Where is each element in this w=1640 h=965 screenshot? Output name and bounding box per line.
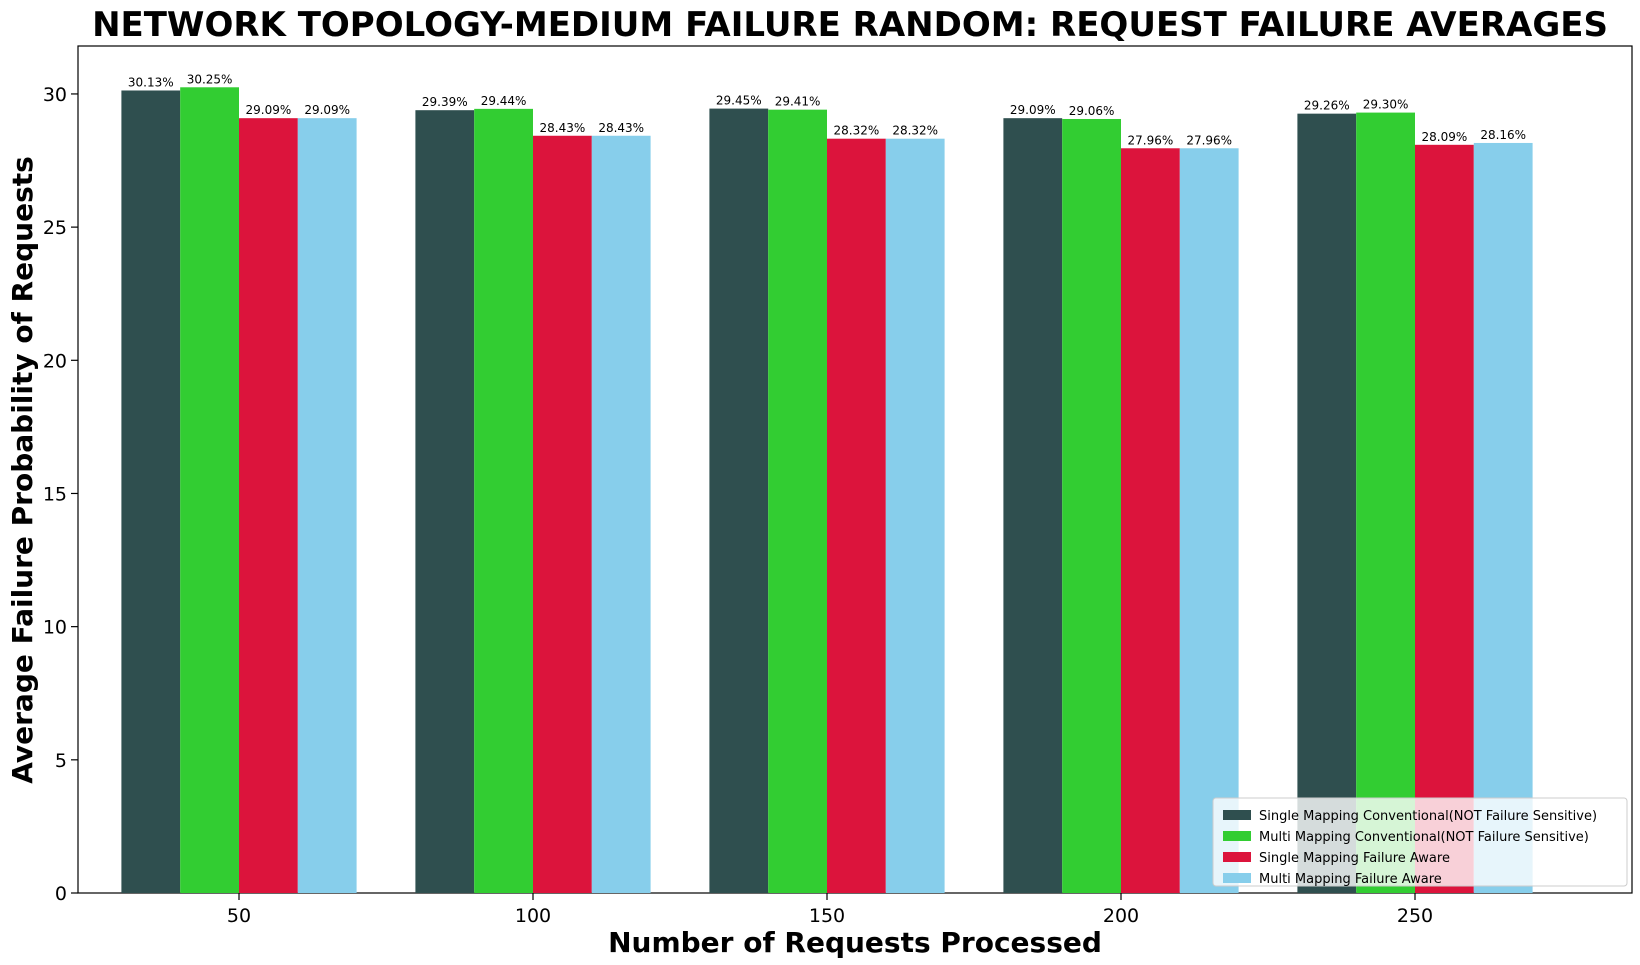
legend-entry-label: Single Mapping Conventional(NOT Failure … — [1259, 809, 1597, 824]
bar-150-series-1 — [709, 108, 769, 893]
data-labels-layer: 30.13% 29.39% 29.45% 29.09% 29.26% 30.25% 29.4… — [128, 72, 1526, 147]
bars-layer — [121, 87, 1533, 894]
bar-200-series-2 — [1062, 118, 1121, 893]
bar-50-series-2 — [180, 87, 239, 893]
data-label: 28.43% — [598, 121, 644, 135]
data-label: 28.32% — [892, 124, 938, 138]
y-tick-label: 10 — [43, 617, 67, 639]
x-tick-label: 100 — [515, 905, 551, 927]
legend-entry-label: Multi Mapping Failure Aware — [1259, 872, 1442, 887]
data-label: 29.30% — [1363, 98, 1409, 112]
legend-swatch — [1223, 810, 1251, 820]
data-label: 28.16% — [1480, 128, 1526, 142]
bar-250-series-4 — [1473, 142, 1533, 893]
chart-title: NETWORK TOPOLOGY-MEDIUM FAILURE RANDOM: … — [92, 5, 1608, 45]
data-label: 29.39% — [422, 95, 468, 109]
y-tick-label: 30 — [43, 84, 67, 106]
y-tick-label: 20 — [43, 350, 67, 372]
bar-50-series-3 — [239, 118, 298, 893]
data-label: 30.13% — [128, 75, 174, 89]
bar-250-series-2 — [1356, 112, 1415, 893]
data-label: 29.45% — [716, 94, 762, 108]
x-tick-label: 250 — [1397, 905, 1433, 927]
bar-150-series-2 — [768, 109, 827, 893]
x-tick-label: 200 — [1103, 905, 1139, 927]
data-label: 28.43% — [540, 121, 586, 135]
x-axis-label: Number of Requests Processed — [608, 926, 1102, 959]
bar-50-series-1 — [121, 90, 181, 893]
data-label: 27.96% — [1186, 133, 1232, 147]
bar-250-series-1 — [1297, 113, 1357, 894]
legend-swatch — [1223, 852, 1251, 862]
data-label: 28.32% — [834, 124, 880, 138]
x-tick-label: 50 — [227, 905, 251, 927]
bar-200-series-4 — [1179, 148, 1239, 894]
legend-entry-label: Single Mapping Failure Aware — [1259, 851, 1450, 866]
y-tick-label: 25 — [43, 217, 67, 239]
y-tick-label: 15 — [43, 483, 67, 505]
x-axis: 50 100 150 200 250 — [227, 893, 1433, 927]
y-tick-label: 5 — [55, 750, 67, 772]
x-tick-label: 150 — [809, 905, 845, 927]
bar-150-series-4 — [885, 138, 945, 894]
bar-100-series-1 — [415, 110, 475, 894]
data-label: 29.09% — [1010, 103, 1056, 117]
data-label: 29.44% — [481, 94, 527, 108]
legend-swatch — [1223, 831, 1251, 841]
y-tick-label: 0 — [55, 883, 67, 905]
bar-250-series-3 — [1415, 144, 1474, 894]
data-label: 29.09% — [246, 103, 292, 117]
data-label: 27.96% — [1128, 133, 1174, 147]
bar-50-series-4 — [297, 118, 357, 893]
bar-200-series-1 — [1003, 118, 1063, 893]
data-label: 28.09% — [1422, 130, 1468, 144]
data-label: 29.26% — [1304, 99, 1350, 113]
bar-200-series-3 — [1121, 148, 1180, 894]
bar-150-series-3 — [827, 138, 886, 894]
legend-entry-label: Multi Mapping Conventional(NOT Failure S… — [1259, 830, 1589, 845]
legend-box — [1212, 797, 1628, 887]
bar-100-series-3 — [533, 135, 592, 894]
data-label: 29.41% — [775, 95, 821, 109]
data-label: 30.25% — [187, 72, 233, 86]
y-axis-label: Average Failure Probability of Requests — [6, 156, 39, 784]
data-label: 29.09% — [304, 103, 350, 117]
bar-100-series-4 — [591, 135, 651, 894]
legend-swatch — [1223, 873, 1251, 883]
data-label: 29.06% — [1069, 104, 1115, 118]
legend: Single Mapping Conventional(NOT Failure … — [1212, 797, 1628, 887]
bar-100-series-2 — [474, 108, 533, 893]
y-axis: 0 5 10 15 20 25 30 — [43, 84, 78, 905]
